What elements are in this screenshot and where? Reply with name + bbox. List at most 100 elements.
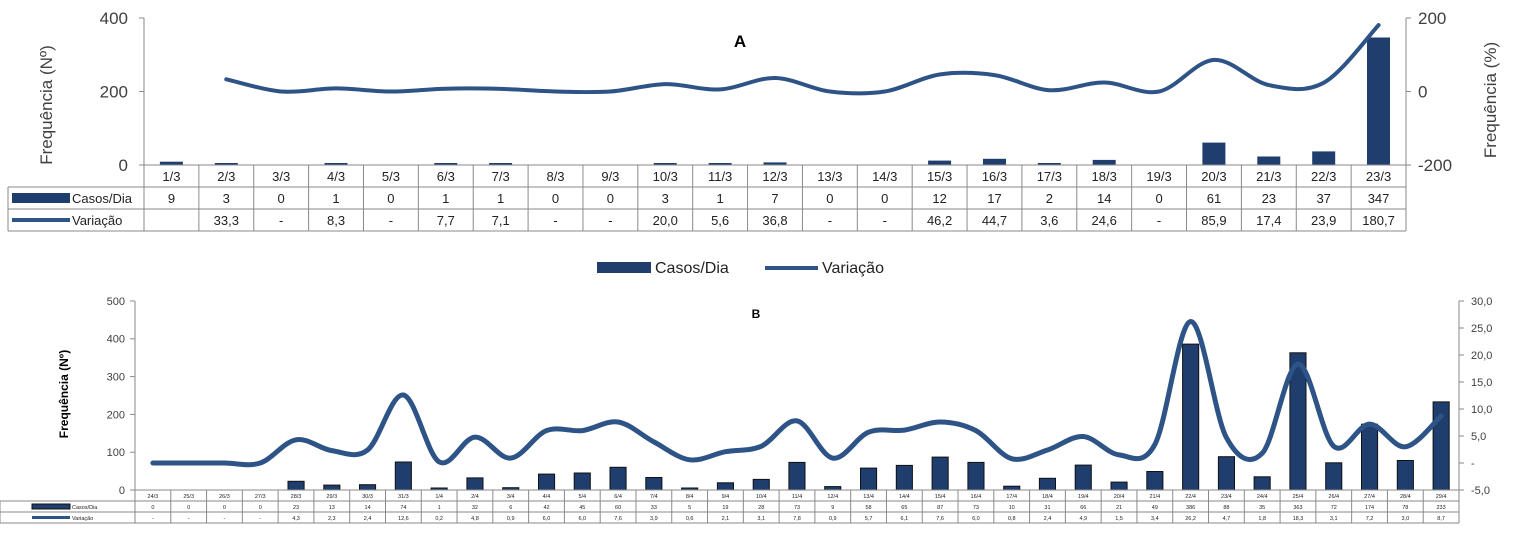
bar-15/3: [928, 160, 952, 165]
chart-b-variacao-line: [150, 319, 1444, 468]
category-label: 9/3: [601, 169, 619, 184]
bar-24/4: [1253, 476, 1271, 491]
line-value-label: 4,8: [471, 516, 479, 522]
category-label: 5/4: [578, 494, 586, 500]
bar-value-label: 233: [1437, 505, 1446, 511]
line-value-label: 6,0: [578, 516, 586, 522]
bar-value-label: 35: [1259, 505, 1265, 511]
table-bar-swatch: [12, 193, 70, 203]
bar-value-label: 72: [1331, 505, 1337, 511]
category-label: 18/3: [1092, 169, 1117, 184]
chart-a-legend: Casos/Dia Variação: [597, 260, 884, 277]
chart-a-legend-line-label: Variação: [822, 260, 884, 277]
category-label: 24/4: [1257, 494, 1268, 500]
bar-10/3: [653, 163, 677, 165]
line-value-label: 5,7: [865, 516, 873, 522]
bar-value-label: 0: [278, 191, 285, 206]
y-tick-label: 100: [107, 447, 125, 459]
bar-value-label: 3: [223, 191, 230, 206]
category-label: 13/4: [863, 494, 874, 500]
category-label: 6/3: [437, 169, 455, 184]
bar-27/4: [1361, 423, 1379, 491]
category-label: 31/3: [398, 494, 409, 500]
chart-a-y2-axis-label: Frequência (%): [1481, 42, 1500, 158]
bar-9/4: [716, 482, 735, 491]
line-value-label: 180,7: [1362, 213, 1395, 228]
bar-value-label: 363: [1293, 505, 1302, 511]
bar-20/4: [1110, 481, 1128, 491]
bar-value-label: 12: [932, 191, 946, 206]
bar-value-label: 23: [293, 505, 299, 511]
y2-tick-label: -200: [1418, 156, 1452, 175]
category-label: 13/3: [817, 169, 842, 184]
bar-value-label: 45: [579, 505, 585, 511]
category-label: 21/3: [1256, 169, 1281, 184]
line-value-label: -: [828, 213, 832, 228]
line-value-label: 3,0: [1401, 516, 1409, 522]
category-label: 23/4: [1221, 494, 1232, 500]
chart-a-legend-bar-swatch: [597, 262, 651, 273]
line-value-label: 7,2: [1366, 516, 1374, 522]
bar-value-label: 0: [826, 191, 833, 206]
category-label: 28/3: [291, 494, 302, 500]
bar-value-label: 0: [552, 191, 559, 206]
table-bar-swatch: [31, 503, 71, 510]
bar-value-label: 66: [1080, 505, 1086, 511]
y-tick-label: 200: [107, 409, 125, 421]
bar-15/4: [931, 456, 949, 491]
bar-value-label: 33: [651, 505, 657, 511]
line-value-label: 0,8: [1008, 516, 1016, 522]
line-value-label: 3,1: [1330, 516, 1338, 522]
category-label: 2/4: [471, 494, 479, 500]
line-value-label: -: [188, 516, 190, 522]
category-label: 12/3: [762, 169, 787, 184]
bar-value-label: 1: [332, 191, 339, 206]
y2-tick-label: 5,0: [1471, 431, 1486, 443]
bar-28/4: [1396, 460, 1414, 491]
category-label: 12/4: [827, 494, 838, 500]
y2-tick-label: 30,0: [1471, 296, 1492, 308]
category-label: 17/3: [1037, 169, 1062, 184]
line-value-label: 85,9: [1201, 213, 1226, 228]
y-tick-label: 400: [107, 334, 125, 346]
bar-value-label: 37: [1316, 191, 1330, 206]
category-label: 22/3: [1311, 169, 1336, 184]
line-value-label: 12,6: [398, 516, 409, 522]
chart-a-variacao-line: [224, 23, 1381, 96]
bar-31/3: [394, 461, 412, 491]
line-value-label: 3,1: [757, 516, 765, 522]
line-value-label: 6,1: [901, 516, 909, 522]
line-value-label: 24,6: [1092, 213, 1117, 228]
category-label: 20/4: [1114, 494, 1125, 500]
category-label: 16/3: [982, 169, 1007, 184]
bar-12/3: [763, 162, 787, 165]
line-value-label: 3,9: [650, 516, 658, 522]
chart-b-data-table: 24/30-25/30-26/30-27/30-28/3234,329/3132…: [0, 489, 1460, 524]
chart-b-y-axis-label: Frequência (Nº): [57, 350, 71, 438]
category-label: 14/3: [872, 169, 897, 184]
line-value-label: 18,3: [1293, 516, 1304, 522]
bar-19/4: [1074, 464, 1092, 491]
chart-b-title: B: [752, 307, 761, 321]
bar-value-label: 73: [794, 505, 800, 511]
bar-22/3: [1312, 151, 1336, 165]
line-value-label: 33,3: [214, 213, 239, 228]
category-label: 7/3: [492, 169, 510, 184]
line-value-label: 8,7: [1437, 516, 1445, 522]
bar-6/3: [434, 163, 458, 165]
bar-value-label: 386: [1186, 505, 1195, 511]
line-value-label: 7,1: [492, 213, 510, 228]
line-value-label: -: [389, 213, 393, 228]
chart-b-axes: 0100200300400500-5,0-5,010,015,020,025,0…: [107, 296, 1493, 497]
category-label: 27/3: [255, 494, 266, 500]
line-value-label: 2,1: [722, 516, 730, 522]
y2-tick-label: 200: [1418, 9, 1446, 28]
bar-18/3: [1092, 159, 1116, 165]
bar-value-label: 19: [722, 505, 728, 511]
category-label: 29/4: [1436, 494, 1447, 500]
line-value-label: 2,3: [328, 516, 336, 522]
bar-value-label: 10: [1009, 505, 1015, 511]
bar-16/3: [983, 158, 1006, 165]
y2-tick-label: 25,0: [1471, 323, 1492, 335]
